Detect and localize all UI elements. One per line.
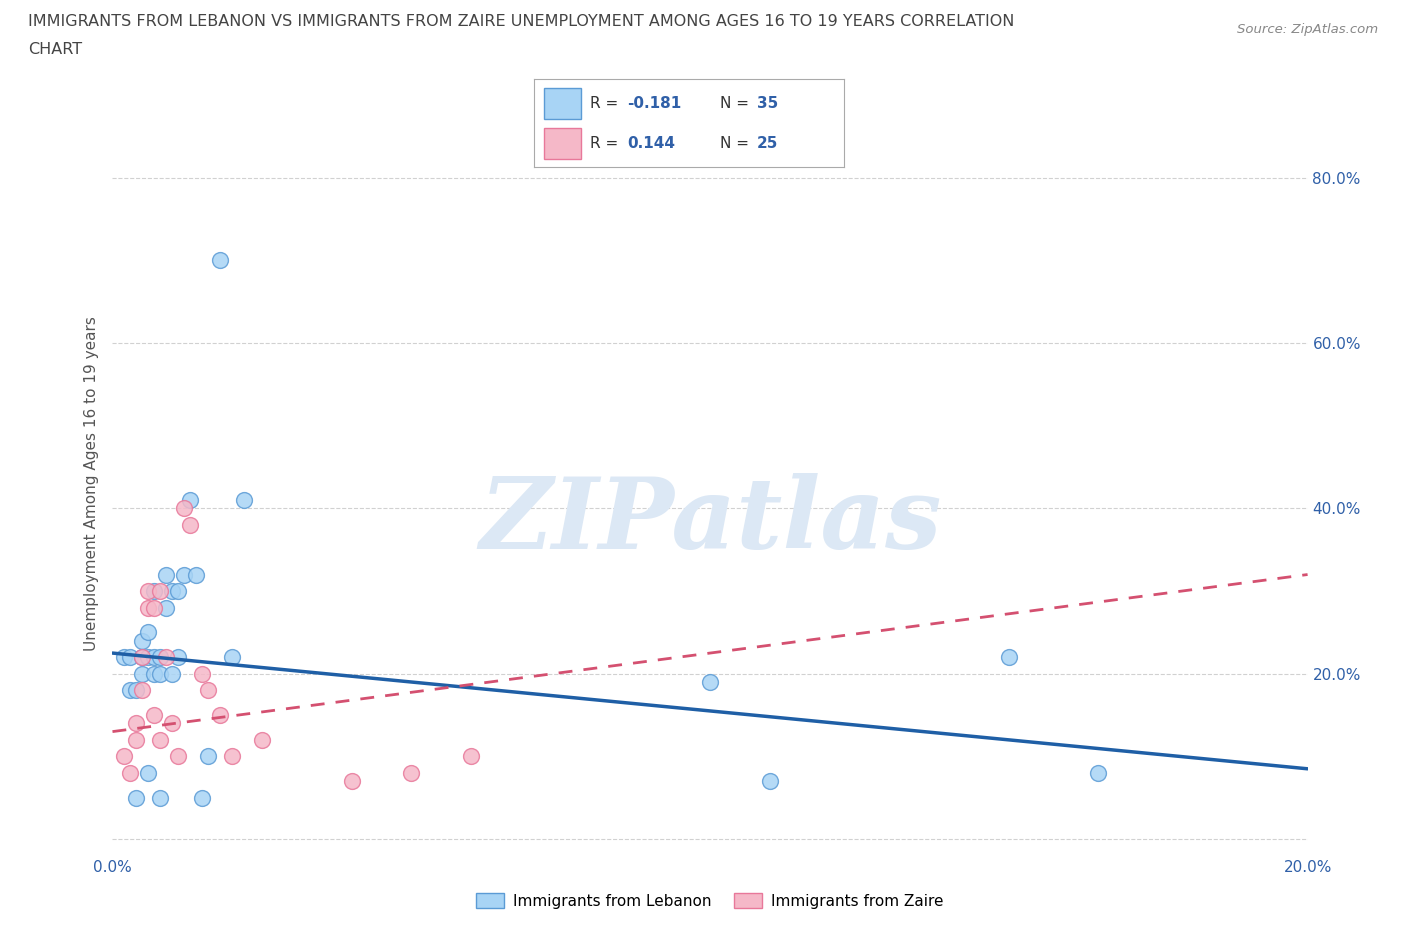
Point [114,650,135,665]
Point [149,666,172,681]
Point [1087,765,1109,780]
Point [120,683,142,698]
Point [125,683,148,698]
Point [221,749,243,764]
Text: 0.144: 0.144 [627,136,675,151]
Point [167,650,190,665]
Point [138,584,160,599]
Text: ZIPatlas: ZIPatlas [479,472,941,569]
Point [699,674,721,689]
Point [143,666,166,681]
Point [125,790,148,805]
Point [162,716,183,731]
Point [197,749,219,764]
Point [191,666,214,681]
Point [138,625,160,640]
Bar [544,127,581,159]
Point [197,683,219,698]
Point [155,567,177,582]
Point [186,567,208,582]
Point [208,708,231,723]
Point [149,584,172,599]
Point [143,584,166,599]
Point [173,501,195,516]
Point [340,774,363,789]
Point [149,733,172,748]
Point [131,650,153,665]
Point [131,683,153,698]
Point [155,600,177,615]
Bar [544,88,581,119]
Point [162,666,183,681]
Legend: Immigrants from Lebanon, Immigrants from Zaire: Immigrants from Lebanon, Immigrants from… [470,886,950,915]
Text: -0.181: -0.181 [627,96,682,111]
Point [208,253,231,268]
Point [998,650,1021,665]
Point [125,733,148,748]
Point [191,790,214,805]
Point [460,749,482,764]
Point [401,765,423,780]
Point [143,708,166,723]
Point [131,666,153,681]
Point [149,650,172,665]
Point [114,749,135,764]
Text: R =: R = [591,96,623,111]
Point [167,584,190,599]
Point [131,633,153,648]
Point [232,493,256,508]
Point [179,517,201,532]
Point [759,774,782,789]
Point [138,650,160,665]
Point [138,600,160,615]
Text: IMMIGRANTS FROM LEBANON VS IMMIGRANTS FROM ZAIRE UNEMPLOYMENT AMONG AGES 16 TO 1: IMMIGRANTS FROM LEBANON VS IMMIGRANTS FR… [28,14,1015,29]
Point [250,733,273,748]
Point [143,600,166,615]
Point [162,584,183,599]
Point [173,567,195,582]
Point [120,650,142,665]
Text: N =: N = [720,96,754,111]
Point [131,650,153,665]
Y-axis label: Unemployment Among Ages 16 to 19 years: Unemployment Among Ages 16 to 19 years [84,316,100,651]
Text: N =: N = [720,136,754,151]
Text: 35: 35 [756,96,779,111]
Point [125,716,148,731]
Point [149,790,172,805]
Point [221,650,243,665]
Text: Source: ZipAtlas.com: Source: ZipAtlas.com [1237,23,1378,36]
Point [167,749,190,764]
Text: R =: R = [591,136,623,151]
Point [138,765,160,780]
Text: 25: 25 [756,136,779,151]
Text: CHART: CHART [28,42,82,57]
Point [143,650,166,665]
Point [179,493,201,508]
Point [155,650,177,665]
Point [120,765,142,780]
